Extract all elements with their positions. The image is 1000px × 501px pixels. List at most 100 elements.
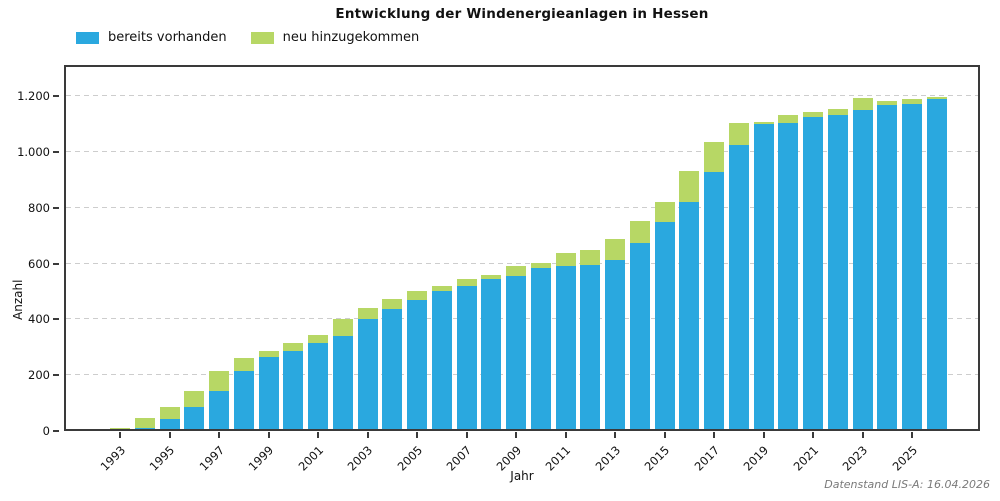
legend-label-new: neu hinzugekommen — [282, 30, 420, 45]
bar-1995-existing-segment — [159, 418, 180, 430]
x-tick-mark — [911, 432, 913, 438]
bar-2023-existing-segment — [852, 110, 873, 430]
bar-2019-existing-segment — [753, 124, 774, 430]
bar-2026-existing-segment — [926, 98, 947, 430]
bar-2021-new-segment — [803, 112, 823, 118]
bar-2013-existing-segment — [605, 259, 625, 430]
x-tick-mark — [614, 432, 616, 438]
x-tick-mark — [317, 432, 319, 438]
bar-2002-new-segment — [332, 318, 353, 336]
bar-2000-existing-segment — [283, 351, 304, 430]
bar-1999-new-segment — [258, 351, 279, 358]
bar-2002 — [332, 318, 353, 430]
data-status-note: Datenstand LIS-A: 16.04.2026 — [824, 478, 990, 491]
bar-2005 — [407, 290, 427, 430]
bar-2022-new-segment — [827, 108, 848, 115]
bar-2023 — [852, 98, 873, 430]
x-tick-mark — [564, 432, 567, 438]
y-tick-label: 1.000 — [17, 144, 50, 159]
x-tick-mark — [366, 432, 369, 438]
bar-2003-new-segment — [357, 308, 378, 319]
bar-2007-existing-segment — [456, 286, 477, 430]
bar-2024 — [877, 101, 898, 430]
y-tick-label: 800 — [28, 200, 50, 215]
bar-2015 — [654, 202, 675, 430]
bar-1993-new-segment — [110, 427, 130, 430]
y-axis-label: Anzahl — [11, 279, 26, 320]
bar-2000 — [283, 342, 304, 430]
bar-2016-new-segment — [679, 171, 700, 203]
bar-2003-existing-segment — [357, 318, 378, 430]
bar-2013-new-segment — [605, 239, 625, 260]
y-tick-mark — [53, 262, 59, 265]
bar-2025-existing-segment — [902, 103, 922, 430]
bar-1997-existing-segment — [209, 390, 229, 430]
legend-item-existing: bereits vorhanden — [76, 30, 227, 45]
bar-1994 — [134, 417, 155, 430]
bar-2002-existing-segment — [332, 335, 353, 430]
bar-1997 — [209, 370, 229, 430]
bar-2016-existing-segment — [679, 202, 700, 430]
legend-item-new: neu hinzugekommen — [250, 30, 420, 45]
y-tick-mark — [53, 206, 59, 209]
bar-2014 — [629, 220, 650, 430]
bar-2016 — [679, 171, 700, 430]
bar-1999 — [258, 351, 279, 430]
y-tick-label: 600 — [28, 256, 50, 271]
x-tick-mark — [267, 432, 270, 438]
bar-2026 — [926, 96, 947, 430]
legend: bereits vorhanden neu hinzugekommen — [76, 30, 419, 45]
x-tick-mark — [465, 432, 468, 438]
x-tick-mark — [119, 432, 121, 438]
bar-1995 — [159, 406, 180, 430]
bar-2005-new-segment — [407, 290, 427, 300]
bar-2021 — [803, 112, 823, 430]
x-tick-mark — [663, 432, 666, 438]
bar-2010-new-segment — [530, 263, 551, 269]
bar-1998-existing-segment — [233, 371, 254, 430]
bar-2011-existing-segment — [555, 265, 576, 430]
bar-2018-existing-segment — [728, 144, 749, 430]
bar-1994-new-segment — [134, 417, 155, 428]
bar-2014-new-segment — [629, 220, 650, 244]
x-axis-label: Jahr — [510, 469, 534, 483]
x-tick-mark — [515, 432, 517, 438]
bar-2001 — [308, 334, 328, 430]
bar-2018-new-segment — [728, 123, 749, 145]
x-tick-mark — [812, 432, 814, 438]
plot-area — [64, 65, 980, 431]
gridline-1000 — [66, 150, 978, 152]
bar-2020-existing-segment — [778, 122, 799, 430]
gridline-1200 — [66, 95, 978, 96]
bar-2017-new-segment — [704, 142, 724, 172]
bar-1998-new-segment — [233, 357, 254, 372]
bar-2006 — [431, 286, 452, 430]
bar-1999-existing-segment — [258, 357, 279, 430]
bar-2022 — [827, 108, 848, 430]
x-tick-mark — [416, 432, 418, 438]
bar-2004-existing-segment — [382, 309, 403, 430]
bar-2008-existing-segment — [481, 278, 502, 430]
x-axis: 1993 1995 1997 1999 2001 2003 2005 2007 2009 2011… — [64, 431, 980, 493]
bar-1996-existing-segment — [184, 406, 205, 430]
y-axis: Anzahl 0 200 400 600 800 1.000 1.200 — [0, 65, 59, 438]
bar-2024-existing-segment — [877, 105, 898, 430]
bar-2022-existing-segment — [827, 114, 848, 430]
bar-2001-new-segment — [308, 334, 328, 343]
bar-2017 — [704, 142, 724, 430]
bar-2015-existing-segment — [654, 222, 675, 430]
bar-1996-new-segment — [184, 390, 205, 407]
bar-1994-existing-segment — [134, 427, 155, 430]
bar-2005-existing-segment — [407, 299, 427, 430]
bar-2006-existing-segment — [431, 291, 452, 430]
y-tick-mark — [53, 374, 59, 377]
bar-2015-new-segment — [654, 202, 675, 223]
bar-1993 — [110, 427, 130, 430]
bar-2020-new-segment — [778, 114, 799, 123]
bar-2007-new-segment — [456, 278, 477, 287]
bar-2000-new-segment — [283, 342, 304, 351]
bar-2026-new-segment — [926, 96, 947, 99]
bar-2024-new-segment — [877, 101, 898, 106]
bar-2019 — [753, 121, 774, 430]
x-tick-mark — [218, 432, 220, 438]
